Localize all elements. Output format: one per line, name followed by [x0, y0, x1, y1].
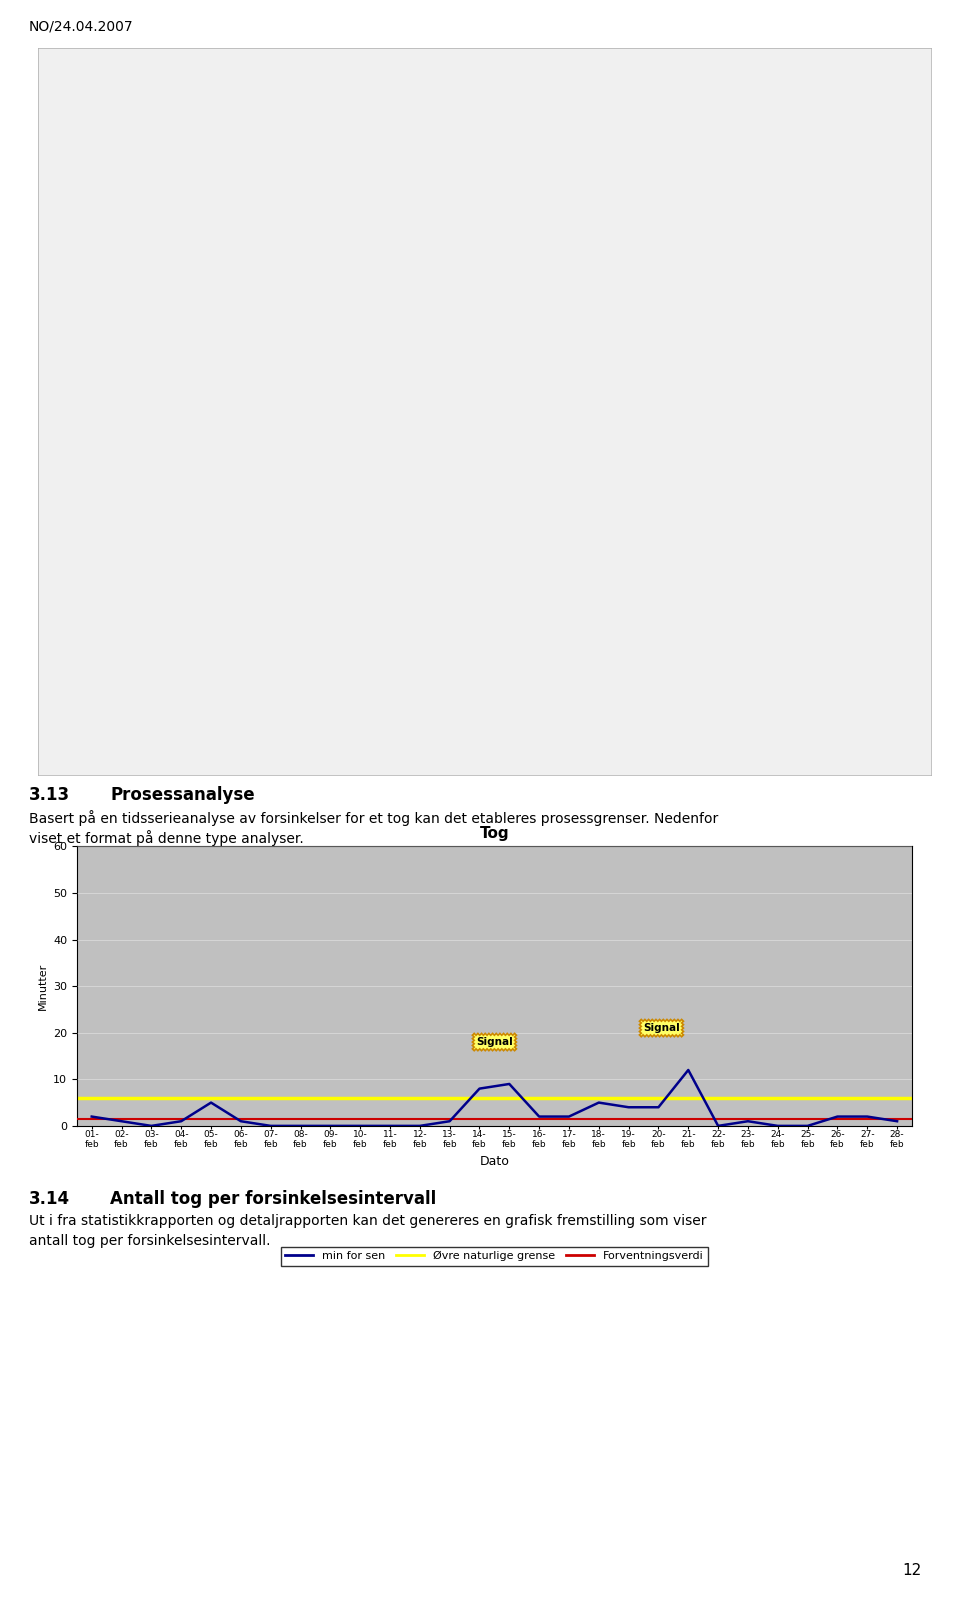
min for sen: [831, 1107, 843, 1126]
min for sen: [116, 1112, 128, 1131]
Line: min for sen: min for sen: [92, 1070, 897, 1126]
min for sen: [235, 1112, 247, 1131]
min for sen: [86, 1107, 98, 1126]
Text: 12: 12: [902, 1563, 922, 1578]
min for sen: [802, 1116, 813, 1135]
Y-axis label: Minutter: Minutter: [37, 963, 47, 1009]
Text: Basert på en tidsserieanalyse av forsinkelser for et tog kan det etableres prose: Basert på en tidsserieanalyse av forsink…: [29, 810, 718, 826]
min for sen: [414, 1116, 425, 1135]
min for sen: [653, 1097, 664, 1116]
min for sen: [712, 1116, 724, 1135]
min for sen: [683, 1060, 694, 1080]
Øvre naturlige grense: [116, 1089, 128, 1108]
Legend: min for sen, Øvre naturlige grense, Forventningsverdi: min for sen, Øvre naturlige grense, Forv…: [280, 1247, 708, 1266]
Text: 3.13: 3.13: [29, 786, 70, 803]
min for sen: [891, 1112, 902, 1131]
min for sen: [354, 1116, 366, 1135]
Text: NO/24.04.2007: NO/24.04.2007: [29, 19, 133, 34]
Forventningsverdi: [116, 1110, 128, 1129]
min for sen: [593, 1092, 605, 1112]
min for sen: [772, 1116, 783, 1135]
min for sen: [176, 1112, 187, 1131]
min for sen: [564, 1107, 575, 1126]
Text: Prosessanalyse: Prosessanalyse: [110, 786, 255, 803]
min for sen: [534, 1107, 545, 1126]
Text: antall tog per forsinkelsesintervall.: antall tog per forsinkelsesintervall.: [29, 1234, 271, 1249]
Text: Signal: Signal: [476, 1036, 513, 1048]
Text: 3.14: 3.14: [29, 1190, 70, 1207]
min for sen: [623, 1097, 635, 1116]
min for sen: [742, 1112, 754, 1131]
X-axis label: Dato: Dato: [479, 1155, 510, 1167]
min for sen: [444, 1112, 455, 1131]
Øvre naturlige grense: [86, 1089, 98, 1108]
Title: Tog: Tog: [480, 826, 509, 842]
min for sen: [295, 1116, 306, 1135]
min for sen: [205, 1092, 217, 1112]
min for sen: [473, 1080, 485, 1099]
min for sen: [861, 1107, 873, 1126]
Text: viset et format på denne type analyser.: viset et format på denne type analyser.: [29, 830, 303, 846]
Forventningsverdi: [86, 1110, 98, 1129]
min for sen: [324, 1116, 336, 1135]
min for sen: [504, 1075, 516, 1094]
min for sen: [146, 1116, 157, 1135]
Text: Signal: Signal: [643, 1024, 680, 1033]
Text: Ut i fra statistikkrapporten og detaljrapporten kan det genereres en grafisk fre: Ut i fra statistikkrapporten og detaljra…: [29, 1214, 707, 1228]
Text: Antall tog per forsinkelsesintervall: Antall tog per forsinkelsesintervall: [110, 1190, 437, 1207]
min for sen: [384, 1116, 396, 1135]
min for sen: [265, 1116, 276, 1135]
